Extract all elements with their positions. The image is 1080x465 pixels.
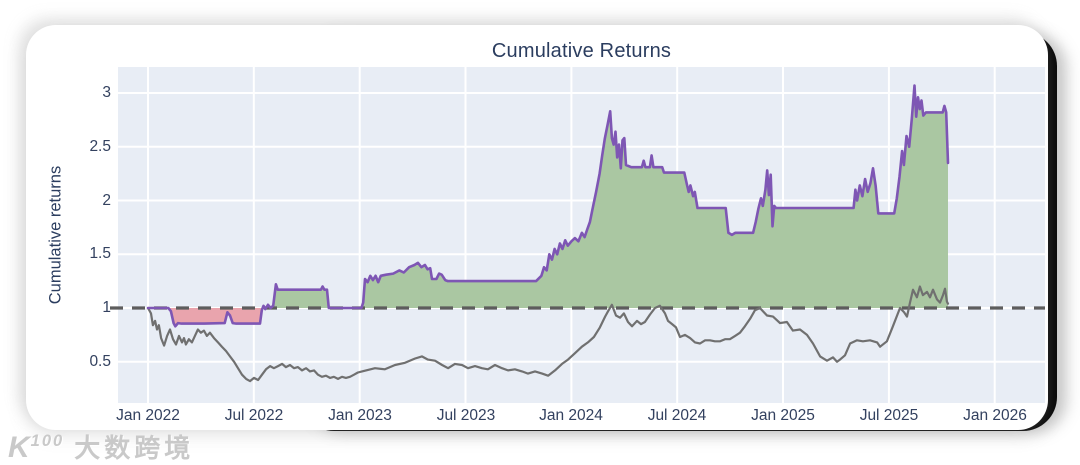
y-axis-title: Cumulative returns bbox=[46, 165, 65, 305]
strategy-line bbox=[146, 84, 950, 328]
benchmark-line bbox=[146, 285, 950, 383]
fill-below-baseline bbox=[148, 308, 948, 327]
plot-area[interactable] bbox=[110, 67, 1045, 403]
y-tick-label: 1 bbox=[102, 299, 111, 316]
watermark: K100 大数跨境 bbox=[8, 428, 194, 465]
y-tick-label: 2.5 bbox=[89, 138, 111, 155]
x-tick-label: Jan 2024 bbox=[539, 407, 603, 424]
y-tick-label: 0.5 bbox=[89, 353, 111, 370]
x-tick-label: Jan 2022 bbox=[116, 407, 180, 424]
y-tick-label: 2 bbox=[102, 192, 111, 209]
y-tick-label: 1.5 bbox=[89, 245, 111, 262]
x-tick-label: Jul 2023 bbox=[436, 407, 496, 424]
watermark-logo: K100 bbox=[8, 431, 65, 464]
cumulative-returns-plot[interactable] bbox=[110, 67, 1045, 403]
chart-title: Cumulative Returns bbox=[491, 40, 672, 62]
x-tick-label: Jul 2022 bbox=[224, 407, 284, 424]
chart-card: Cumulative Returns Cumulative returns 3 2… bbox=[26, 25, 1048, 430]
x-tick-label: Jul 2024 bbox=[647, 407, 707, 424]
x-tick-label: Jul 2025 bbox=[859, 407, 919, 424]
watermark-text: 大数跨境 bbox=[74, 433, 195, 463]
y-tick-label: 3 bbox=[102, 84, 111, 101]
fill-above-baseline bbox=[148, 85, 948, 308]
x-tick-label: Jan 2026 bbox=[963, 407, 1027, 424]
x-tick-label: Jan 2025 bbox=[751, 407, 815, 424]
x-tick-label: Jan 2023 bbox=[328, 407, 392, 424]
